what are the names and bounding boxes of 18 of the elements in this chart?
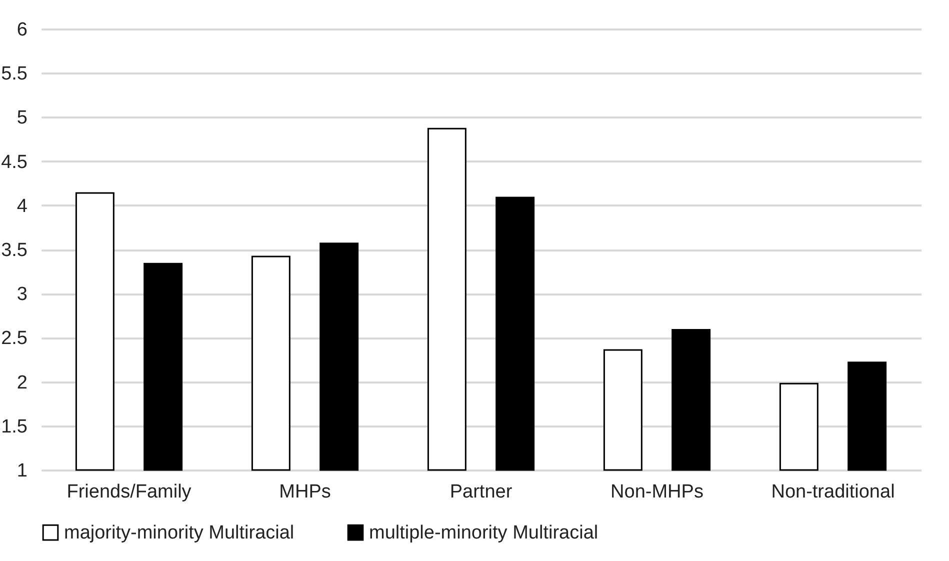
legend-label: multiple-minority Multiracial — [369, 522, 598, 544]
y-tick-label: 3.5 — [1, 240, 28, 261]
y-tick-label: 2 — [16, 372, 28, 394]
y-tick-label: 5.5 — [1, 64, 28, 85]
y-tick-label: 5 — [16, 108, 28, 129]
y-tick-label: 4.5 — [1, 152, 28, 173]
x-tick-label: Non-MHPs — [610, 482, 704, 502]
x-tick-label: Friends/Family — [66, 482, 192, 502]
y-tick-label: 4 — [16, 196, 28, 217]
x-tick-label: Partner — [450, 482, 513, 502]
y-tick-label: 6 — [16, 20, 28, 40]
x-tick-label: Non-traditional — [771, 482, 895, 502]
legend-label: majority-minority Multiracial — [64, 522, 294, 544]
y-tick-label: 1.5 — [1, 416, 28, 438]
y-tick-label: 1 — [16, 460, 28, 482]
y-tick-label: 2.5 — [1, 328, 28, 350]
x-tick-label: MHPs — [279, 482, 331, 502]
y-tick-label: 3 — [16, 284, 28, 306]
